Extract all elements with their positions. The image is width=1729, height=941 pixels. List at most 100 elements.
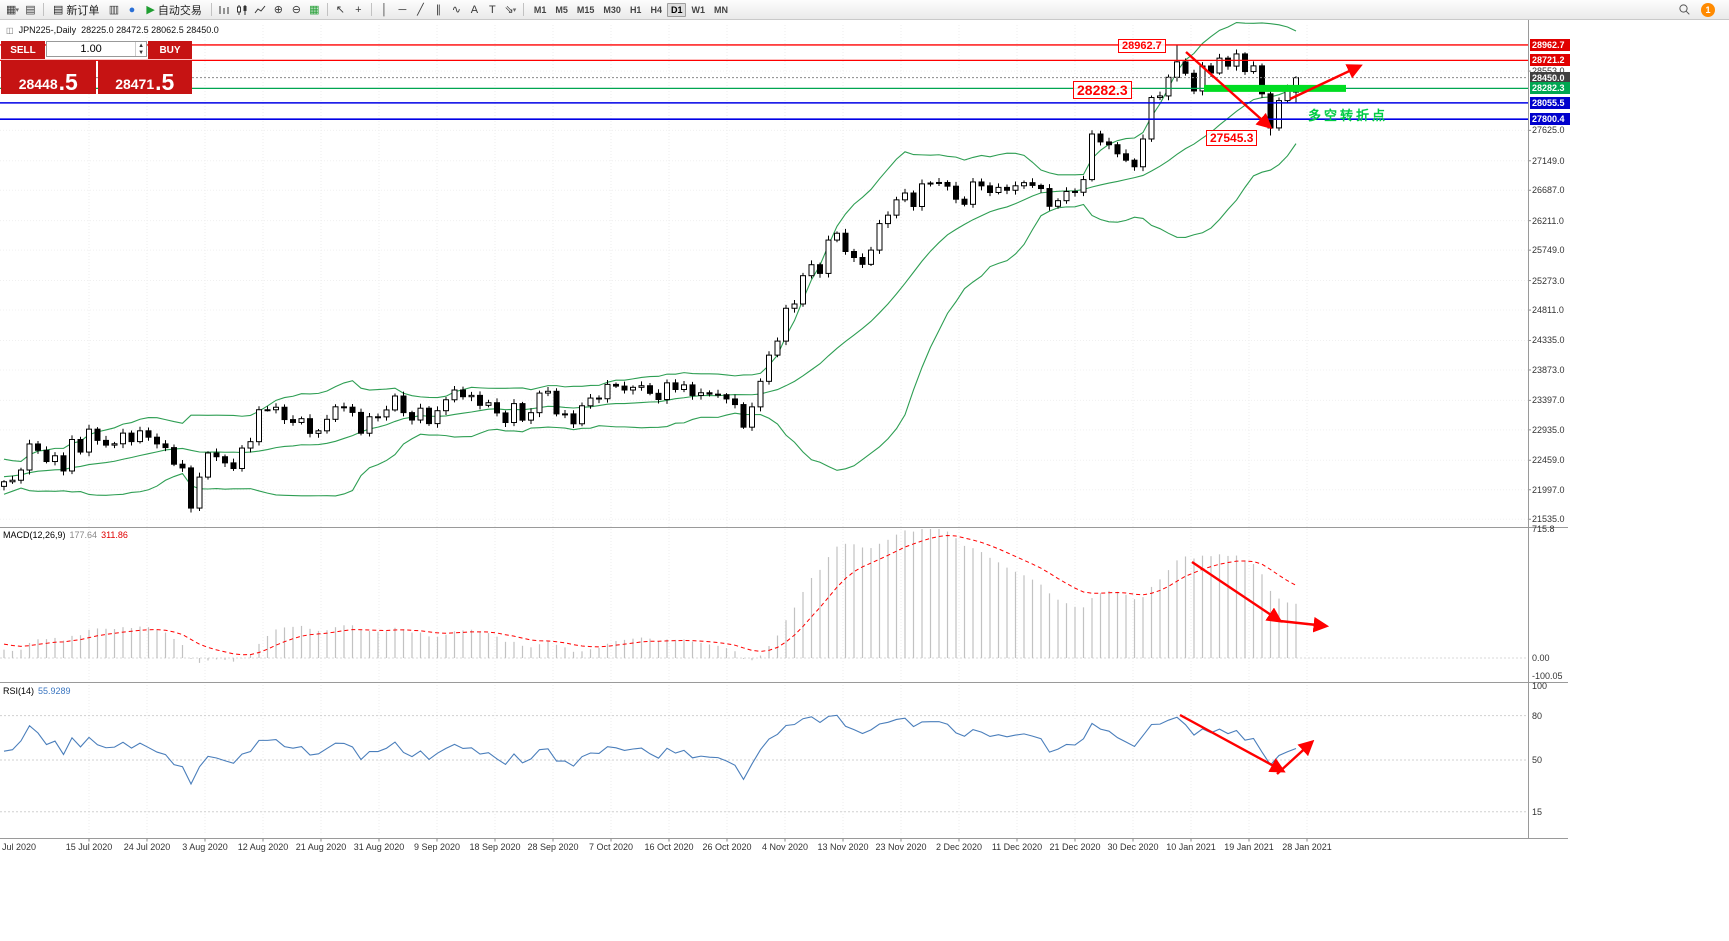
candle-body (477, 394, 483, 406)
peak-price-annotation: 28962.7 (1118, 39, 1166, 53)
candle-body (77, 438, 84, 453)
chevron-down-icon[interactable]: ▾ (15, 6, 19, 14)
candle-body (230, 462, 237, 469)
price-line-label: 28450.0 (1530, 71, 1570, 84)
navigator-icon[interactable]: ● (128, 3, 136, 16)
candle-body (358, 411, 364, 434)
candle-body (94, 428, 101, 441)
candle-body (749, 406, 755, 428)
chevron-down-icon[interactable]: ▾ (512, 6, 517, 14)
buy-price[interactable]: 28471 .5 (97, 60, 192, 94)
symbol-name: JPN225-,Daily (18, 25, 77, 35)
timeframe-button-M30[interactable]: M30 (603, 4, 621, 15)
timeframe-group: M1 M5 M15 M30 H1 H4 D1 W1 MN (530, 2, 732, 17)
candle-body (902, 192, 908, 201)
indicators-icon[interactable]: ▦ (309, 4, 320, 16)
macd-indicator-label: MACD(12,26,9) 177.64 311.86 (3, 530, 128, 540)
bar-chart-icon[interactable] (216, 2, 233, 18)
cursor-icon[interactable]: ↖ (335, 4, 345, 16)
crosshair-icon[interactable]: + (355, 3, 362, 16)
volume-down-icon[interactable]: ▼ (138, 49, 145, 56)
buy-button[interactable]: BUY (148, 41, 192, 59)
toolbar-separator (522, 3, 524, 16)
time-label: 24 Jul 2020 (123, 842, 171, 852)
arrows-tool-icon[interactable]: ⇘ ▾ (504, 4, 517, 16)
line-chart-icon[interactable] (252, 2, 269, 18)
autotrading-button[interactable]: ▶ 自动交易 (146, 4, 202, 17)
candle-body (434, 410, 441, 425)
time-label: 21 Dec 2020 (1049, 842, 1101, 852)
candle-body (732, 398, 738, 406)
vertical-line-icon[interactable]: │ (380, 3, 388, 16)
new-chart-icon[interactable]: ▦ ▾ (6, 4, 19, 16)
time-label: 26 Oct 2020 (702, 842, 752, 852)
cycle-lines-icon[interactable]: ∿ (451, 4, 461, 16)
level-price-annotation: 28282.3 (1073, 81, 1132, 99)
time-label: 10 Jan 2021 (1166, 842, 1216, 852)
candle-body (111, 443, 118, 446)
candle-body (817, 264, 823, 274)
timeframe-button-H4[interactable]: H4 (650, 4, 662, 15)
price-tick-label: 23397.0 (1532, 395, 1565, 406)
timeframe-button-M1[interactable]: M1 (533, 4, 547, 15)
candle-body (171, 447, 177, 465)
timeframe-button-MN[interactable]: MN (713, 4, 728, 15)
text-tool-icon[interactable]: A (470, 3, 479, 16)
channel-icon[interactable]: ∥ (435, 4, 442, 16)
candle-body (1276, 100, 1282, 129)
notification-badge[interactable]: 1 (1701, 2, 1715, 17)
candle-body (987, 185, 993, 193)
candle-body (383, 409, 390, 418)
label-tool-icon[interactable]: T (489, 3, 496, 16)
time-label: 12 Aug 2020 (237, 842, 289, 852)
toolbar-right: 1 (1676, 2, 1725, 18)
candle-body (604, 383, 611, 400)
bollinger-middle (3, 86, 1297, 478)
sell-button[interactable]: SELL (1, 41, 45, 59)
candle-body (1063, 190, 1070, 202)
volume-field: ▲ ▼ (46, 41, 147, 57)
print-icon[interactable]: ▥ (108, 4, 120, 16)
candle-body (307, 418, 313, 434)
candle-body (740, 404, 747, 428)
candle-body (60, 455, 67, 472)
profiles-icon[interactable]: ▤ (25, 4, 36, 16)
zoom-in-icon[interactable]: ⊕ (273, 4, 283, 16)
candle-body (145, 430, 152, 438)
time-label: 15 Jul 2020 (65, 842, 113, 852)
candle-body (1114, 144, 1121, 155)
candle-body (281, 406, 288, 421)
volume-input[interactable] (47, 42, 136, 56)
candle-body (842, 232, 849, 253)
candle-body (1012, 185, 1019, 191)
volume-up-icon[interactable]: ▲ (138, 42, 145, 49)
candle-body (638, 385, 645, 388)
time-label: 31 Aug 2020 (353, 842, 405, 852)
zoom-out-icon[interactable]: ⊖ (291, 4, 301, 16)
timeframe-button-W1[interactable]: W1 (691, 4, 705, 15)
new-order-button[interactable]: ▤ 新订单 (53, 4, 100, 17)
candle-body (460, 389, 466, 398)
search-icon[interactable] (1676, 2, 1693, 18)
candle-body (1157, 95, 1163, 99)
timeframe-button-D1[interactable]: D1 (666, 2, 687, 17)
sell-price[interactable]: 28448 .5 (1, 60, 96, 94)
price-tick-label: 25273.0 (1532, 275, 1565, 286)
candle-body (451, 389, 458, 401)
timeframe-button-H1[interactable]: H1 (629, 4, 642, 15)
rebound-arrow-rsi (1276, 739, 1315, 775)
candle-body (205, 452, 211, 478)
candle-body (154, 436, 160, 445)
timeframe-button-M15[interactable]: M15 (576, 4, 595, 15)
candle-body (511, 403, 517, 424)
candlestick-chart-icon[interactable] (234, 2, 251, 18)
horizontal-line-icon[interactable]: ─ (398, 3, 407, 16)
candle-body (35, 443, 41, 451)
candle-body (1004, 186, 1010, 191)
trendline-icon[interactable]: ╱ (417, 4, 424, 16)
candle-body (621, 385, 628, 391)
flatten-arrow-macd (1279, 616, 1330, 633)
candle-body (808, 264, 815, 277)
timeframe-button-M5[interactable]: M5 (555, 4, 568, 15)
